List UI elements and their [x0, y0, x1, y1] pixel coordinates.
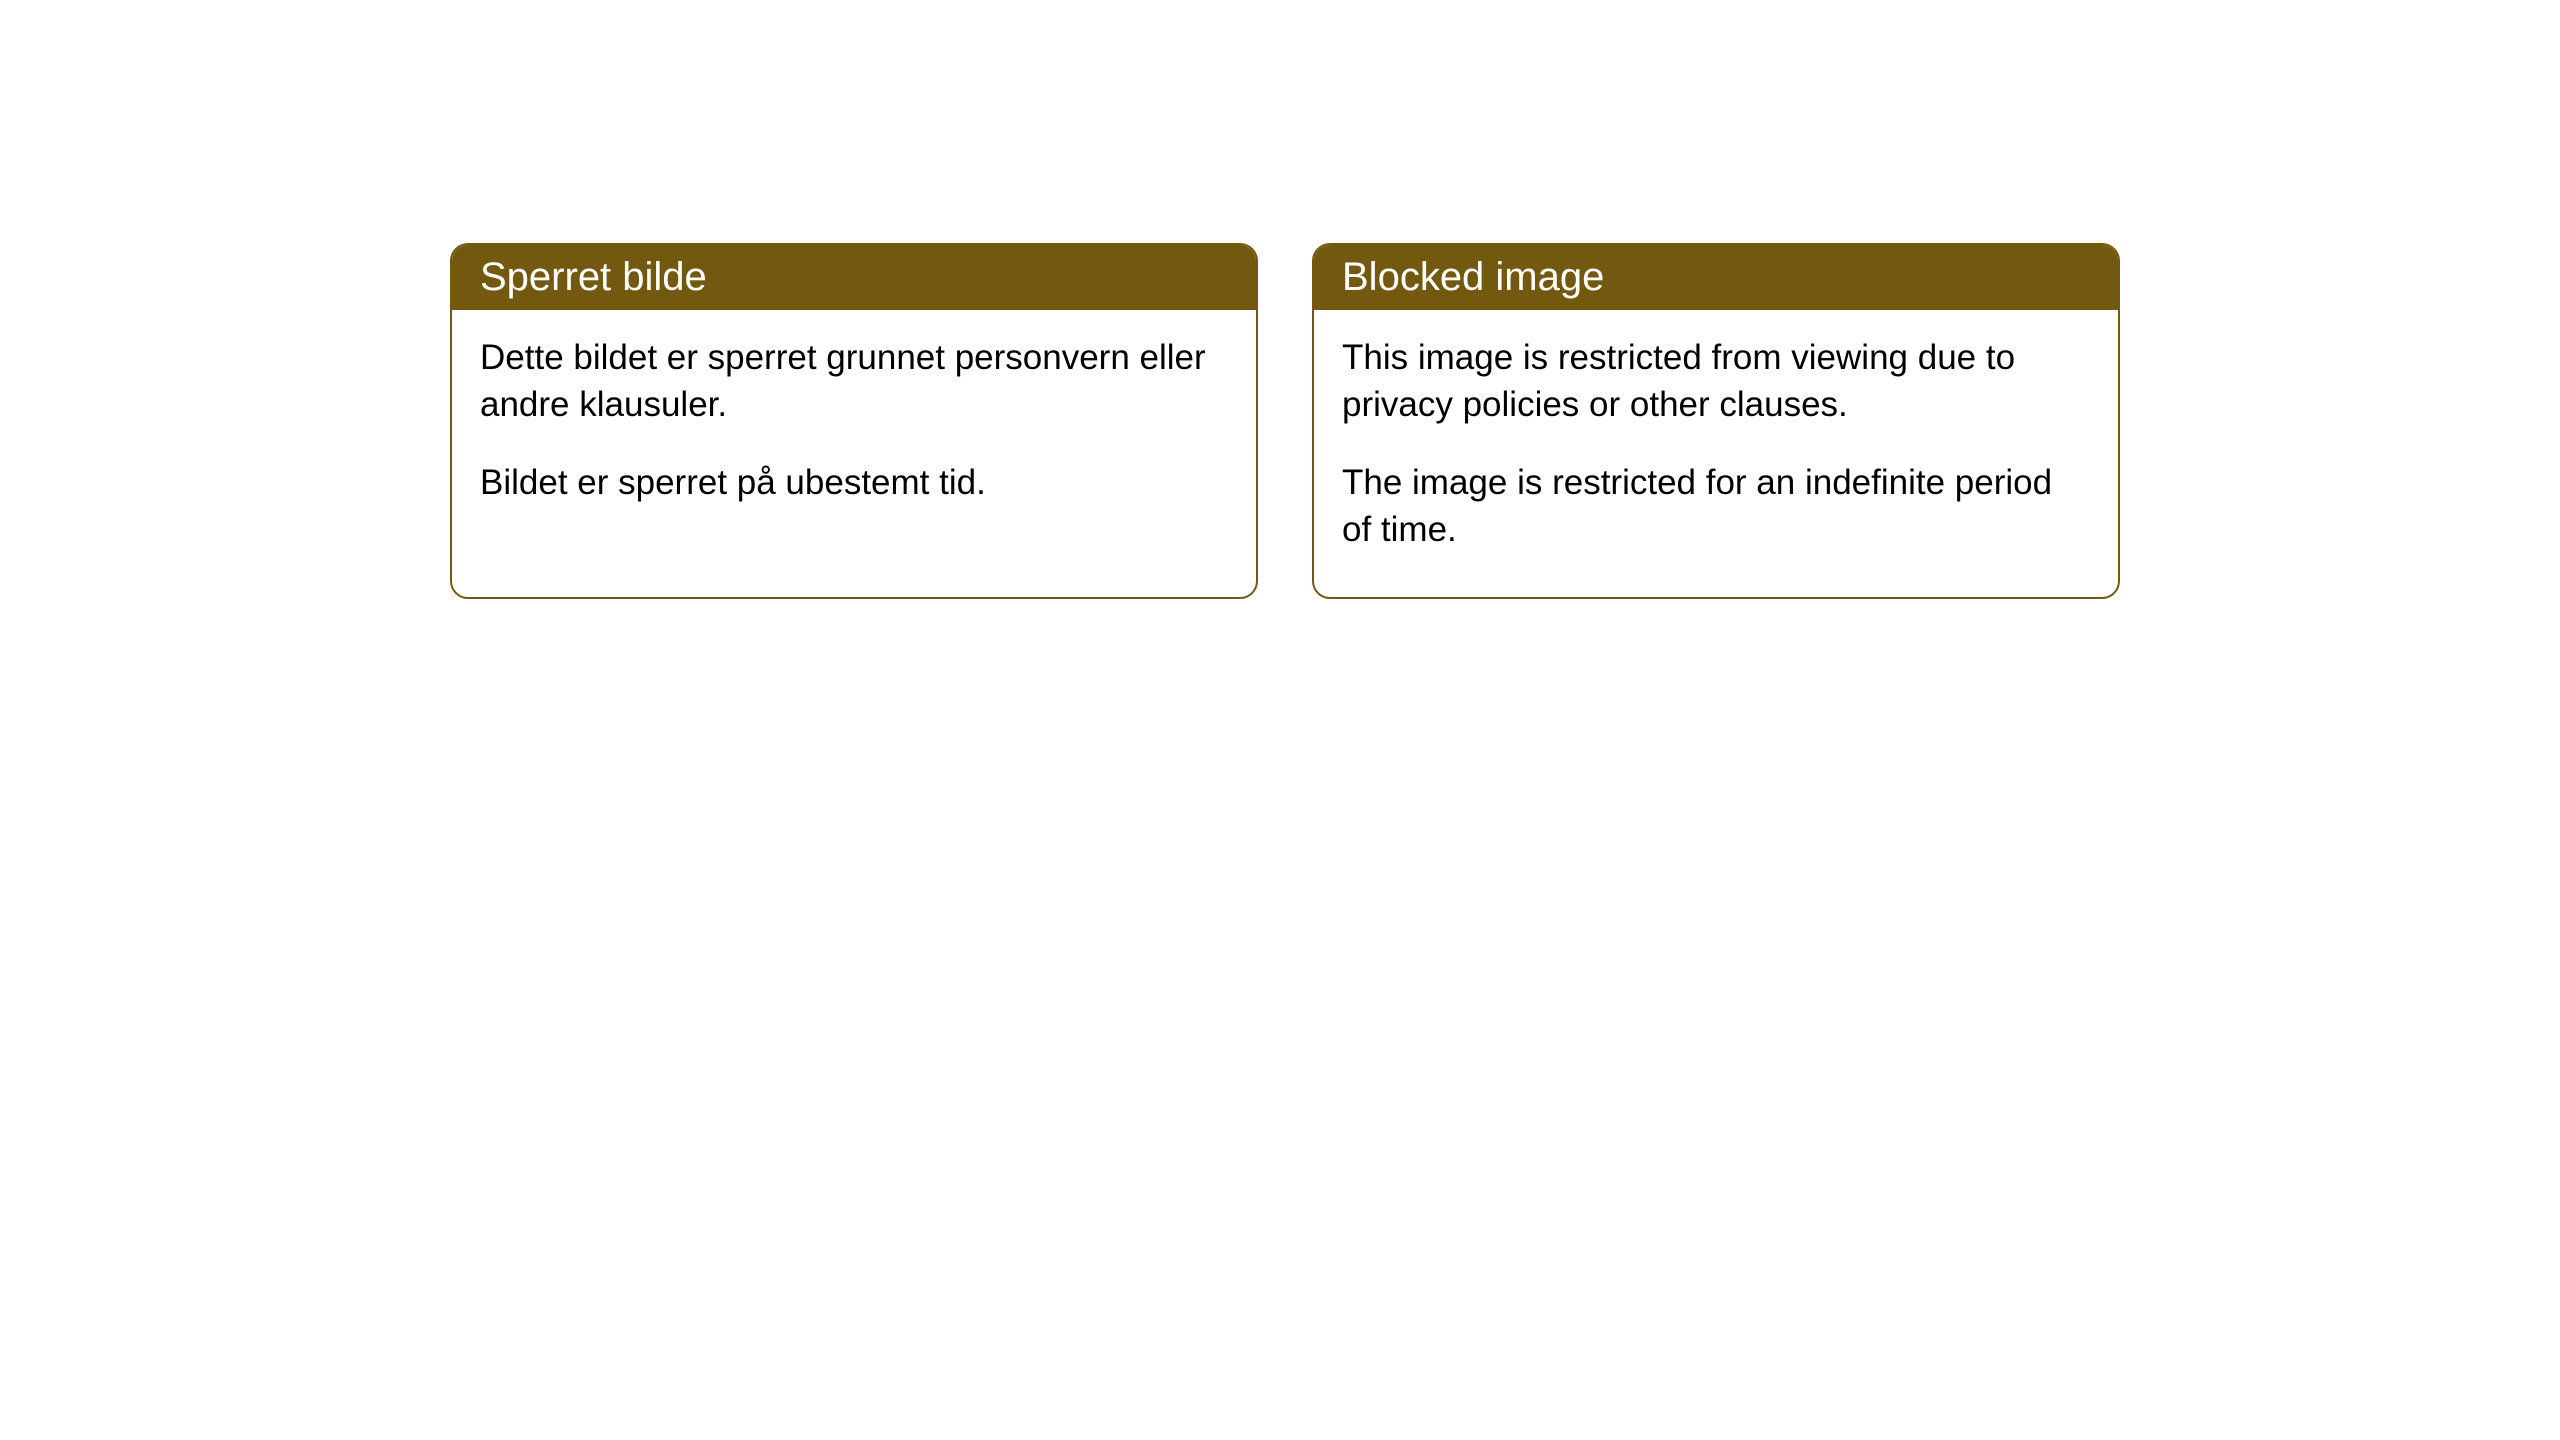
blocked-image-card-en: Blocked image This image is restricted f…	[1312, 243, 2120, 599]
blocked-image-card-no: Sperret bilde Dette bildet er sperret gr…	[450, 243, 1258, 599]
cards-container: Sperret bilde Dette bildet er sperret gr…	[450, 243, 2120, 599]
card-body-en: This image is restricted from viewing du…	[1314, 310, 2118, 597]
card-paragraph-2-en: The image is restricted for an indefinit…	[1342, 459, 2090, 554]
card-header-no: Sperret bilde	[452, 245, 1256, 310]
card-header-en: Blocked image	[1314, 245, 2118, 310]
card-paragraph-1-en: This image is restricted from viewing du…	[1342, 334, 2090, 429]
card-paragraph-2-no: Bildet er sperret på ubestemt tid.	[480, 459, 1228, 506]
card-paragraph-1-no: Dette bildet er sperret grunnet personve…	[480, 334, 1228, 429]
card-body-no: Dette bildet er sperret grunnet personve…	[452, 310, 1256, 550]
